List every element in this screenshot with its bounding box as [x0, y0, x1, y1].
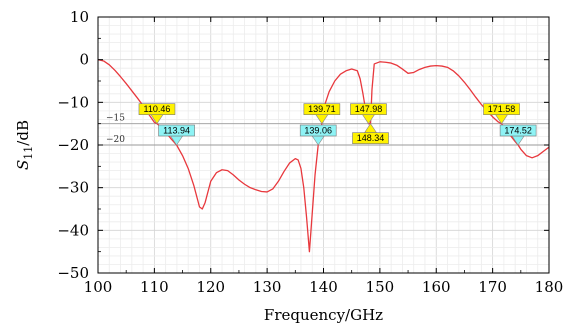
x-axis-label: Frequency/GHz — [264, 306, 383, 324]
marker-label: 139.06 — [304, 126, 332, 136]
reference-lines: −15 −20 — [98, 114, 549, 146]
marker-box — [499, 124, 537, 137]
marker-171.58: 171.58 — [483, 103, 520, 125]
x-tick-label: 120 — [196, 278, 225, 296]
x-tick-label: 130 — [253, 278, 282, 296]
marker-148.34: 148.34 — [352, 123, 389, 144]
marker-box — [350, 103, 387, 115]
marker-139.71: 139.71 — [303, 103, 341, 125]
x-tick-label: 100 — [84, 278, 113, 296]
marker-139.06: 139.06 — [299, 124, 337, 146]
marker-label: 148.34 — [357, 133, 385, 143]
marker-label: 174.52 — [504, 126, 532, 136]
x-tick-label: 110 — [140, 278, 169, 296]
marker-label: 139.71 — [308, 104, 336, 114]
x-tick-label: 140 — [309, 278, 338, 296]
y-tick-label: −20 — [57, 136, 89, 154]
x-tick-label: 150 — [366, 278, 395, 296]
marker-label: 147.98 — [355, 104, 383, 114]
marker-box — [483, 103, 520, 115]
marker-box — [352, 132, 389, 144]
marker-147.98: 147.98 — [350, 103, 387, 125]
marker-label: 110.46 — [144, 104, 171, 114]
marker-174.52: 174.52 — [499, 124, 537, 146]
marker-box — [299, 124, 337, 137]
x-tick-label: 160 — [422, 278, 451, 296]
y-axis-label-sub: 11 — [22, 146, 35, 160]
reference-line-label: −15 — [106, 114, 125, 124]
marker-box — [158, 124, 195, 137]
y-tick-label: −50 — [57, 264, 89, 282]
y-tick-label: 0 — [79, 51, 89, 69]
marker-box — [303, 103, 341, 115]
x-tick-label: 180 — [535, 278, 564, 296]
marker-110.46: 110.46 — [138, 103, 176, 125]
y-tick-label: −40 — [57, 221, 89, 239]
y-axis-label-tail: /dB — [14, 120, 32, 146]
y-axis-label-base: S — [14, 160, 32, 170]
marker-113.94: 113.94 — [158, 124, 195, 146]
y-tick-label: −10 — [57, 93, 89, 111]
y-tick-label: 10 — [70, 8, 89, 26]
reference-line-label: −20 — [106, 135, 125, 145]
y-axis-label: S11/dB — [14, 120, 35, 170]
y-tick-label: −30 — [57, 179, 89, 197]
x-tick-label: 170 — [478, 278, 507, 296]
marker-layer: 110.46 113.94 139.71 139.06 147.98 148.34 171.… — [138, 103, 537, 146]
axis-ticks: 100 110 120 130 140 150 160 170 180−50−40−30−20−… — [57, 8, 563, 296]
marker-label: 171.58 — [488, 104, 516, 114]
marker-box — [138, 103, 176, 115]
marker-label: 113.94 — [163, 126, 190, 136]
marker-pointer — [311, 135, 325, 146]
